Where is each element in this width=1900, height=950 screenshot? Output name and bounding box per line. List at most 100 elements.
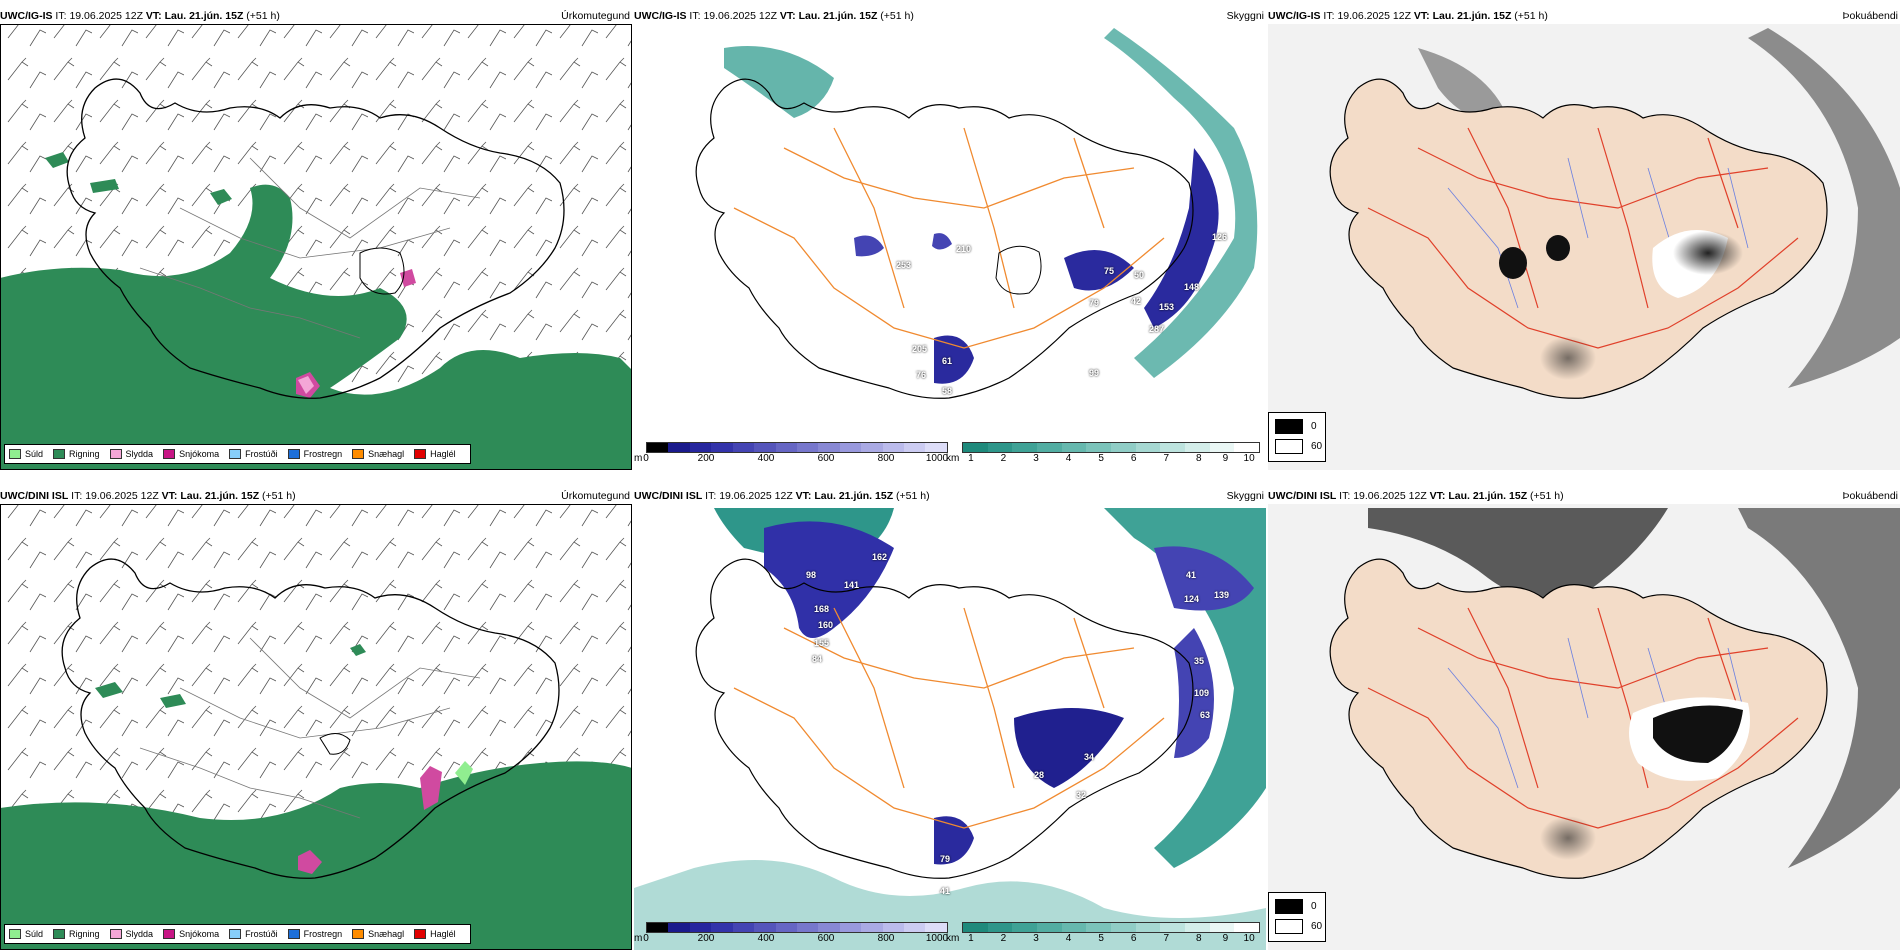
precip-legend: Súld Rigning Slydda Snjókoma Frostúði Fr… xyxy=(4,444,471,464)
legend-swatch xyxy=(163,449,176,459)
fog-legend-swatch xyxy=(1275,439,1303,454)
precip-map-top xyxy=(0,24,632,470)
tick-label: 0 xyxy=(643,453,649,464)
tick-label: 9 xyxy=(1222,453,1229,464)
lead-time: (+51 h) xyxy=(896,490,930,502)
lead-time: (+51 h) xyxy=(880,10,914,22)
colorbar-cell xyxy=(1160,443,1186,452)
colorbar-cell xyxy=(839,923,862,932)
legend-label: Haglél xyxy=(430,449,456,459)
legend-label: Rigning xyxy=(69,929,100,939)
legend-swatch xyxy=(53,929,66,939)
colorbar-cell xyxy=(1234,923,1260,932)
colorbar-cell xyxy=(796,443,819,452)
cloud-base-value: 32 xyxy=(1076,790,1087,800)
tick-label: 600 xyxy=(817,933,835,944)
colorbar-cell xyxy=(1012,443,1038,452)
it-value: 19.06.2025 12Z xyxy=(1337,10,1411,22)
colorbar-cell xyxy=(754,443,776,452)
panel-header: UWC/IG-IS IT: 19.06.2025 12Z VT: Lau. 21… xyxy=(634,8,1266,24)
lead-time: (+51 h) xyxy=(262,490,296,502)
panel-header: UWC/IG-IS IT: 19.06.2025 12Z VT: Lau. 21… xyxy=(0,8,632,24)
cloud-base-value: 63 xyxy=(1200,710,1211,720)
cloud-base-value: 162 xyxy=(872,552,888,562)
colorbar-cell xyxy=(1160,923,1186,932)
cloud-base-value: 141 xyxy=(844,580,860,590)
legend-item: Haglél xyxy=(414,929,456,939)
panel-header: UWC/IG-IS IT: 19.06.2025 12Z VT: Lau. 21… xyxy=(1268,8,1900,24)
legend-item: Slydda xyxy=(109,449,153,459)
tick-label: 4 xyxy=(1065,453,1072,464)
colorbar-cell xyxy=(775,443,797,452)
panel-header: UWC/DINI ISL IT: 19.06.2025 12Z VT: Lau.… xyxy=(634,488,1266,504)
cloud-base-value: 155 xyxy=(814,638,830,648)
legend-label: Frostregn xyxy=(303,929,343,939)
tick-label: 10 xyxy=(1243,453,1255,464)
panel-title: Skyggni xyxy=(1226,490,1264,502)
vt-label: VT: xyxy=(1413,10,1430,22)
vt-label: VT: xyxy=(145,10,162,22)
cloud-base-value: 160 xyxy=(818,620,834,630)
model-name: UWC/IG-IS xyxy=(1268,10,1321,22)
legend-swatch xyxy=(9,449,21,459)
tick-label: 1000 xyxy=(925,933,949,944)
colorbar-cell xyxy=(754,923,776,932)
colorbar-cell xyxy=(1037,443,1062,452)
vt-value: Lau. 21.jún. 15Z xyxy=(1448,490,1528,502)
it-label: IT: xyxy=(1339,490,1351,502)
vt-value: Lau. 21.jún. 15Z xyxy=(814,490,894,502)
panel-header: UWC/DINI ISL IT: 19.06.2025 12Z VT: Lau.… xyxy=(0,488,632,504)
it-label: IT: xyxy=(705,490,717,502)
colorbar-cell xyxy=(839,443,862,452)
cloud-base-value: 61 xyxy=(942,356,953,366)
cloud-base-value: 124 xyxy=(1184,594,1200,604)
vt-label: VT: xyxy=(779,10,796,22)
cloudbase-colorbar-strip xyxy=(646,442,948,453)
colorbar-cell xyxy=(925,443,947,452)
colorbar-cell xyxy=(925,923,947,932)
cloud-value-labels: 162 141 168 160 155 84 98 124 139 41 35 32 34 28 79 41 6… xyxy=(634,488,1266,950)
tick-label: 6 xyxy=(1130,933,1137,944)
colorbar-cell xyxy=(1234,443,1260,452)
cloudbase-colorbar: m 0 200 400 600 800 1000 xyxy=(634,922,949,946)
colorbar-cell xyxy=(796,923,819,932)
cloudbase-ticks: 0 200 400 600 800 1000 xyxy=(643,933,949,945)
it-label: IT: xyxy=(689,10,701,22)
legend-label: Rigning xyxy=(69,449,100,459)
cloud-base-value: 139 xyxy=(1214,590,1230,600)
colorbar-cell xyxy=(668,923,690,932)
fog-legend-swatch xyxy=(1275,899,1303,914)
colorbar-cell xyxy=(1086,923,1112,932)
vt-value: Lau. 21.jún. 15Z xyxy=(798,10,878,22)
it-value: 19.06.2025 12Z xyxy=(85,490,159,502)
legend-swatch xyxy=(229,449,242,459)
vt-value: Lau. 21.jún. 15Z xyxy=(1432,10,1512,22)
cloud-base-value: 98 xyxy=(806,570,817,580)
legend-label: Súld xyxy=(25,449,44,459)
tick-label: 200 xyxy=(697,933,715,944)
tick-label: 800 xyxy=(877,933,895,944)
visibility-ticks: 1 2 3 4 5 6 7 8 9 10 xyxy=(962,453,1258,465)
visibility-unit: km xyxy=(946,933,960,944)
colorbar-cell xyxy=(1061,923,1087,932)
legend-item: Snæhagl xyxy=(352,929,404,939)
cloud-map-top xyxy=(634,24,1266,470)
legend-swatch xyxy=(53,449,66,459)
colorbar-cell xyxy=(861,923,883,932)
cloud-base-value: 126 xyxy=(1212,232,1228,242)
cloud-base-value: 205 xyxy=(912,344,928,354)
legend-item: Haglél xyxy=(414,449,456,459)
cloud-base-value: 41 xyxy=(940,886,951,896)
tick-label: 400 xyxy=(757,453,775,464)
visibility-colorbar-strip xyxy=(962,442,1260,453)
panel-title: Skyggni xyxy=(1226,10,1264,22)
cloud-base-value: 35 xyxy=(1194,656,1205,666)
cloud-value-labels: 126 148 153 287 79 75 50 42 99 61 58 76 205 210 253 xyxy=(634,8,1266,470)
cloud-base-value: 28 xyxy=(1034,770,1045,780)
colorbar-cell xyxy=(904,923,926,932)
cloud-base-value: 34 xyxy=(1084,752,1095,762)
legend-label: Slydda xyxy=(125,929,154,939)
colorbar-cell xyxy=(1037,923,1062,932)
it-value: 19.06.2025 12Z xyxy=(1353,490,1427,502)
colorbar-cell xyxy=(1135,923,1161,932)
